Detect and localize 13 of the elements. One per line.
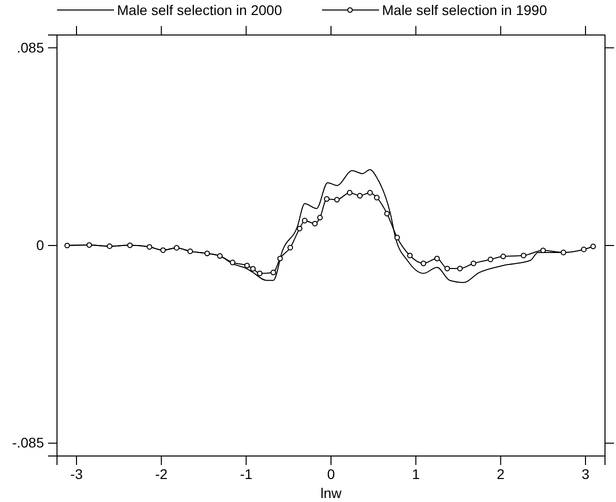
x-tick-label: 1 [412,466,420,482]
y-tick-label: .085 [16,39,44,56]
legend-label: Male self selection in 2000 [117,2,282,18]
x-tick-label: -2 [155,466,168,482]
x-tick-label: 0 [327,466,336,482]
x-tick-label: -3 [70,466,83,482]
legend-label: Male self selection in 1990 [382,2,548,18]
x-tick-label: 3 [582,466,590,482]
x-axis-title: lnw [320,485,342,501]
y-tick-label: -.085 [12,434,44,451]
x-tick-label: -1 [240,466,253,482]
y-tick-label: 0 [36,236,44,253]
x-tick-label: 2 [496,466,505,482]
